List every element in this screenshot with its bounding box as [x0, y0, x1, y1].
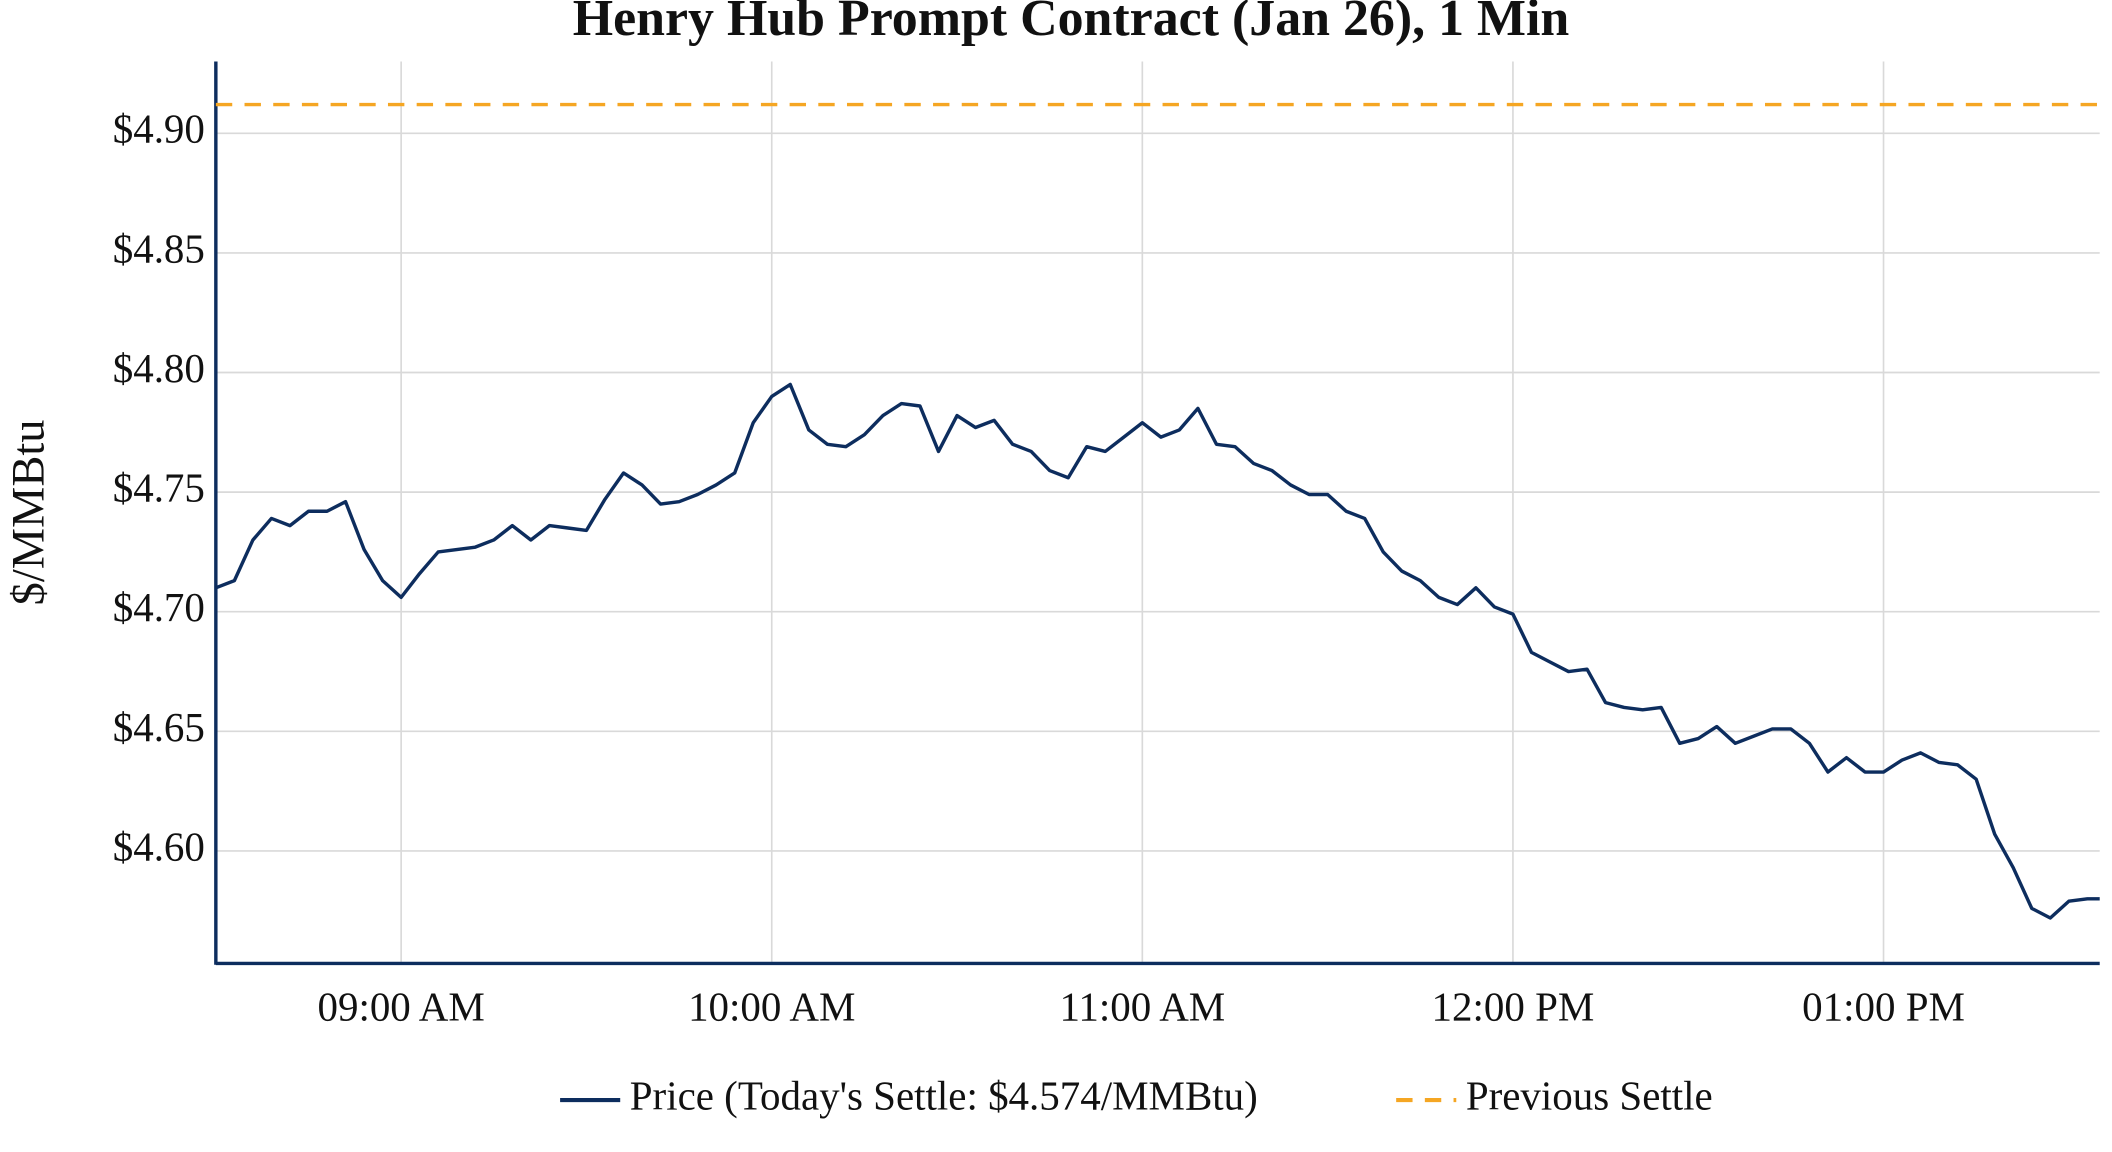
chart-title: Henry Hub Prompt Contract (Jan 26), 1 Mi…: [573, 0, 1570, 47]
legend-label: Price (Today's Settle: $4.574/MMBtu): [630, 1072, 1258, 1118]
price-line: [215, 382, 2100, 920]
legend-label: Previous Settle: [1466, 1072, 1713, 1118]
y-tick-label: $4.90: [113, 106, 205, 152]
y-tick-label: $4.85: [113, 225, 205, 271]
y-tick-label: $4.60: [113, 823, 205, 869]
x-tick-label: 12:00 PM: [1432, 984, 1595, 1030]
y-tick-label: $4.75: [113, 465, 205, 511]
x-tick-label: 11:00 AM: [1059, 984, 1225, 1030]
x-tick-label: 10:00 AM: [688, 984, 855, 1030]
y-tick-label: $4.65: [113, 704, 205, 750]
x-tick-label: 09:00 AM: [317, 984, 484, 1030]
y-tick-label: $4.80: [113, 345, 205, 391]
y-axis-label: $/MMBtu: [3, 420, 54, 606]
y-tick-label: $4.70: [113, 584, 205, 630]
x-tick-label: 01:00 PM: [1802, 984, 1965, 1030]
